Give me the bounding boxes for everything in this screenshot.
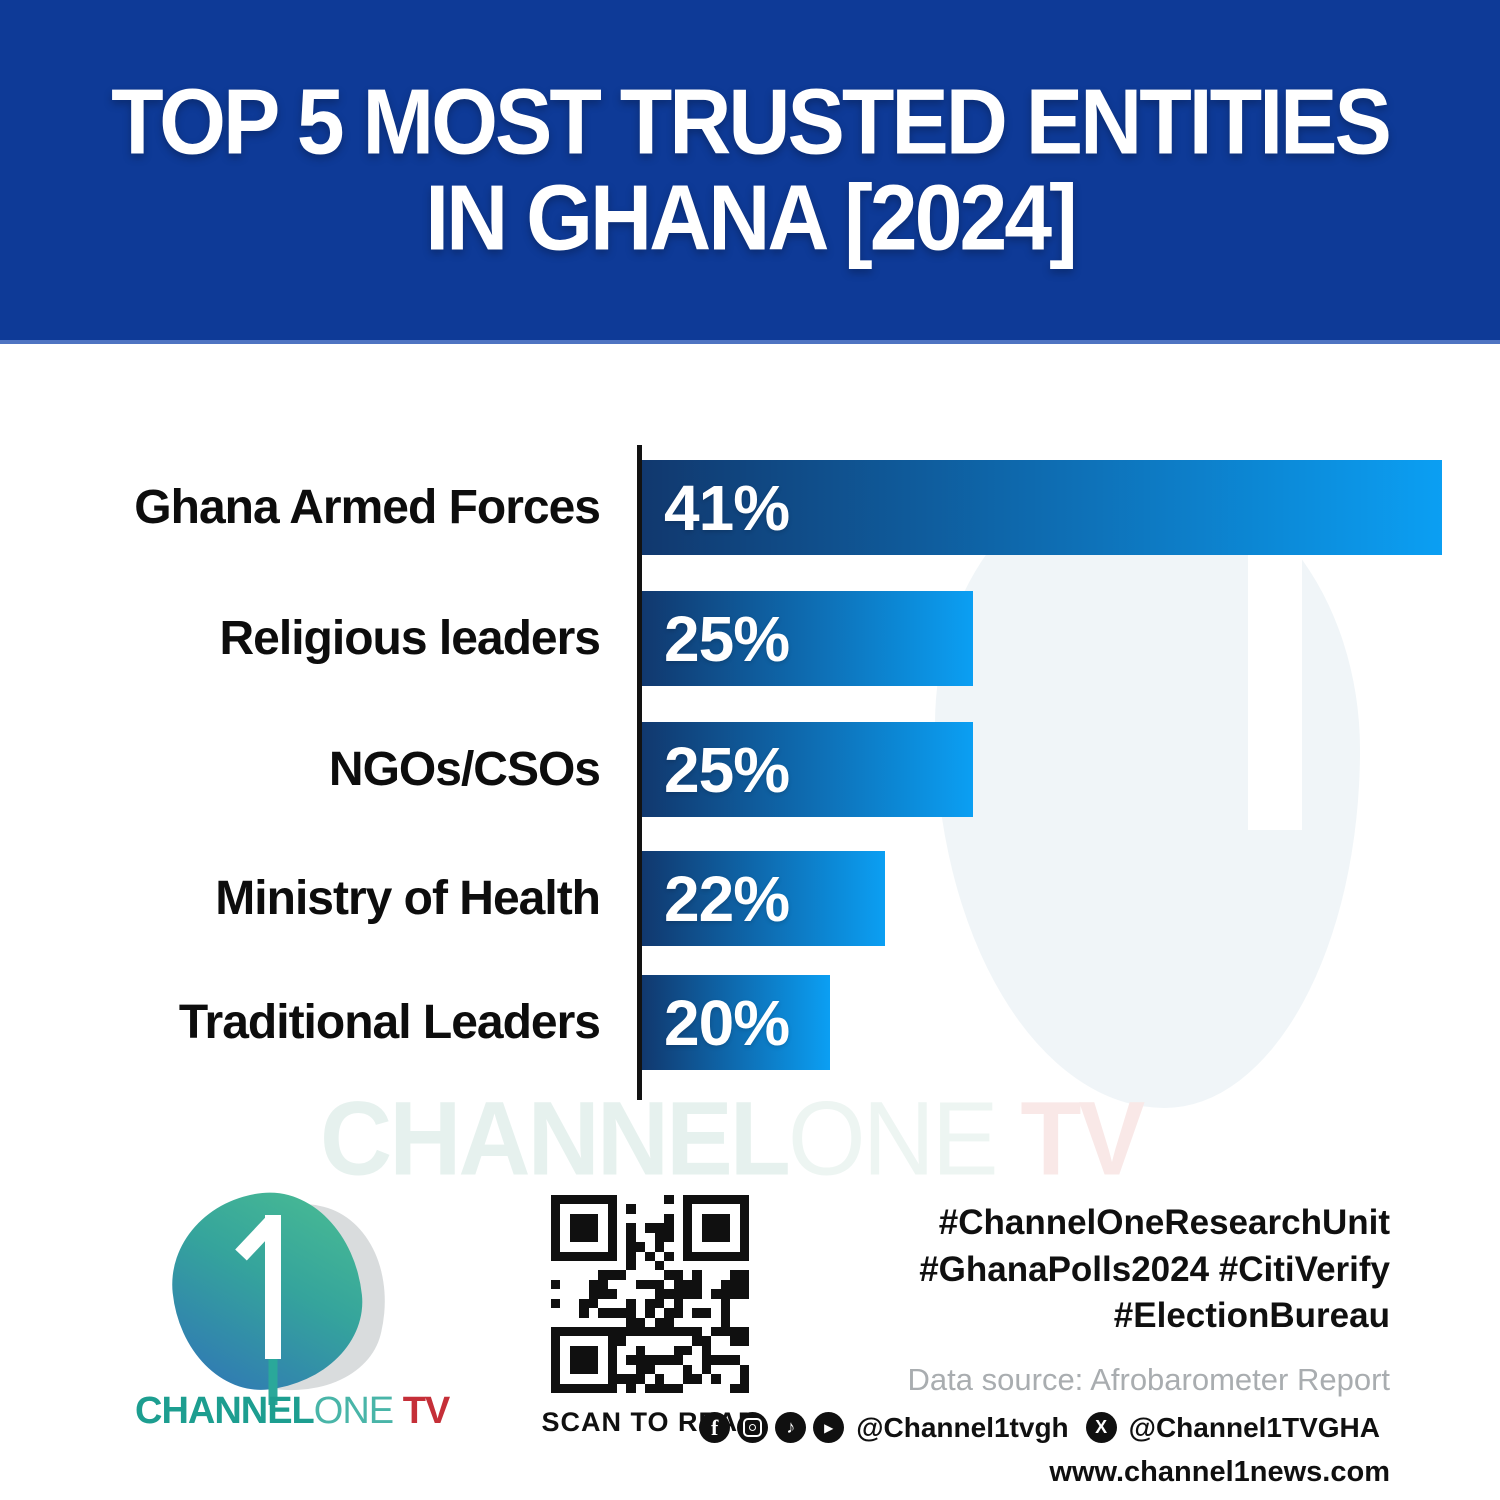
bar: 25% <box>642 591 973 686</box>
watermark-tv: TV <box>995 1080 1145 1198</box>
bar-category-label: Ministry of Health <box>215 872 601 925</box>
chart-row: Ministry of Health 22% <box>0 851 1500 946</box>
channel-one-watermark-text: CHANNELONE TV <box>320 1079 1220 1200</box>
bar-category-label: NGOs/CSOs <box>328 743 601 796</box>
logo-word-channel: CHANNEL <box>135 1390 315 1432</box>
background-watermark-stripe <box>1248 555 1302 830</box>
hashtag-line-3: #ElectionBureau <box>1113 1296 1390 1336</box>
facebook-icon: f <box>699 1412 731 1444</box>
footer-right-column: #ChannelOneResearchUnit #GhanaPolls2024 … <box>699 1200 1390 1489</box>
social-media-row: f ♪ ▶ @Channel1tvgh X @Channel1TVGHA <box>699 1412 1390 1444</box>
y-axis-line <box>637 445 642 1100</box>
page-title-line2: IN GHANA [2024] <box>425 166 1078 270</box>
bar: 20% <box>642 975 830 1070</box>
data-source-note: Data source: Afrobarometer Report <box>907 1361 1390 1397</box>
website-url: www.channel1news.com <box>1049 1455 1390 1488</box>
bar-category-label: Religious leaders <box>219 612 601 665</box>
bar-category-label: Ghana Armed Forces <box>134 481 601 534</box>
logo-wordmark: CHANNELONE TV <box>135 1390 450 1433</box>
bar-value-label: 22% <box>664 862 790 935</box>
chart-row: NGOs/CSOs 25% <box>0 722 1500 817</box>
qr-code <box>551 1195 749 1393</box>
chart-row: Ghana Armed Forces 41% <box>0 460 1500 555</box>
bar-value-label: 25% <box>664 733 790 806</box>
tiktok-icon: ♪ <box>775 1412 807 1444</box>
hashtag-line-2: #GhanaPolls2024 #CitiVerify <box>919 1249 1390 1289</box>
instagram-icon <box>737 1412 769 1444</box>
watermark-channel: CHANNEL <box>320 1080 791 1198</box>
chart-row: Traditional Leaders 20% <box>0 975 1500 1070</box>
bar-value-label: 25% <box>664 602 790 675</box>
bar-value-label: 41% <box>664 471 790 544</box>
chart-row: Religious leaders 25% <box>0 591 1500 686</box>
hashtag-line-1: #ChannelOneResearchUnit <box>938 1203 1390 1242</box>
logo-word-one: ONE <box>313 1390 394 1432</box>
bar: 22% <box>642 851 885 946</box>
watermark-one: ONE <box>787 1080 999 1198</box>
bar: 25% <box>642 722 973 817</box>
page-title-line1: TOP 5 MOST TRUSTED ENTITIES <box>111 69 1392 174</box>
bar-category-label: Traditional Leaders <box>178 996 601 1049</box>
hashtags-block: #ChannelOneResearchUnit #GhanaPolls2024 … <box>919 1200 1390 1340</box>
social-handle-main: @Channel1tvgh <box>856 1411 1069 1443</box>
x-twitter-icon: X <box>1085 1412 1117 1444</box>
header-banner: TOP 5 MOST TRUSTED ENTITIES IN GHANA [20… <box>0 0 1500 344</box>
social-handle-x: @Channel1TVGHA <box>1128 1411 1380 1443</box>
youtube-icon: ▶ <box>813 1412 845 1444</box>
logo-word-tv: TV <box>393 1390 451 1432</box>
logo-numeral-one <box>235 1215 281 1405</box>
channel-one-logo: CHANNELONE TV <box>135 1183 450 1433</box>
bar: 41% <box>642 460 1442 555</box>
bar-value-label: 20% <box>664 986 790 1059</box>
